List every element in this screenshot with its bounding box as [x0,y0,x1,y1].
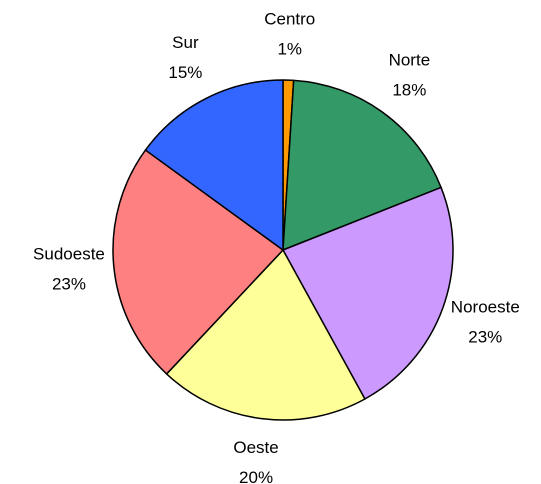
pie-slice [165,249,366,421]
slice-label: Noroeste [451,297,520,316]
slice-value-label: 15% [168,63,202,82]
pie-slice [112,149,284,375]
slice-label: Sur [172,33,199,52]
slice-label: Norte [389,51,431,70]
pie-slice [282,79,442,251]
pie-slice [282,186,454,400]
slice-value-label: 18% [392,81,426,100]
slice-value-label: 1% [277,40,302,59]
pie-slice [144,79,284,251]
slice-value-label: 23% [52,275,86,294]
slice-label: Centro [264,10,315,29]
slice-label: Sudoeste [33,245,105,264]
slice-value-label: 20% [239,468,273,484]
slice-value-label: 23% [468,327,502,346]
slice-label: Oeste [233,438,278,457]
